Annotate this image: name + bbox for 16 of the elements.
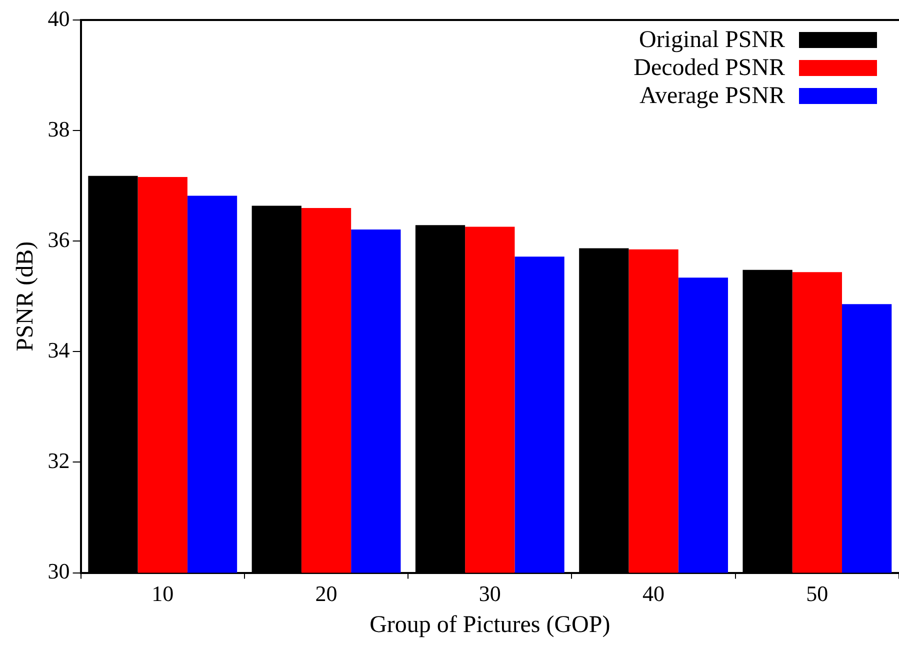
- y-tick-label: 34: [48, 337, 70, 362]
- x-tick-label: 30: [478, 580, 501, 606]
- x-tick-label: 10: [152, 580, 174, 606]
- x-tick-label: 40: [642, 580, 665, 606]
- legend-label: Decoded PSNR: [634, 54, 785, 82]
- y-tick-label: 30: [48, 558, 70, 584]
- x-tick-label: 20: [315, 580, 338, 606]
- legend-label: Average PSNR: [639, 82, 785, 110]
- x-axis-title: Group of Pictures (GOP): [370, 612, 610, 638]
- y-tick-label: 38: [48, 116, 70, 142]
- y-tick-label: 32: [48, 448, 70, 474]
- legend-label: Original PSNR: [638, 26, 785, 54]
- y-axis-title: PSNR (dB): [12, 241, 39, 352]
- x-tick-label: 50: [806, 580, 828, 606]
- y-tick-label: 36: [48, 226, 70, 252]
- y-tick-label: 40: [48, 6, 70, 31]
